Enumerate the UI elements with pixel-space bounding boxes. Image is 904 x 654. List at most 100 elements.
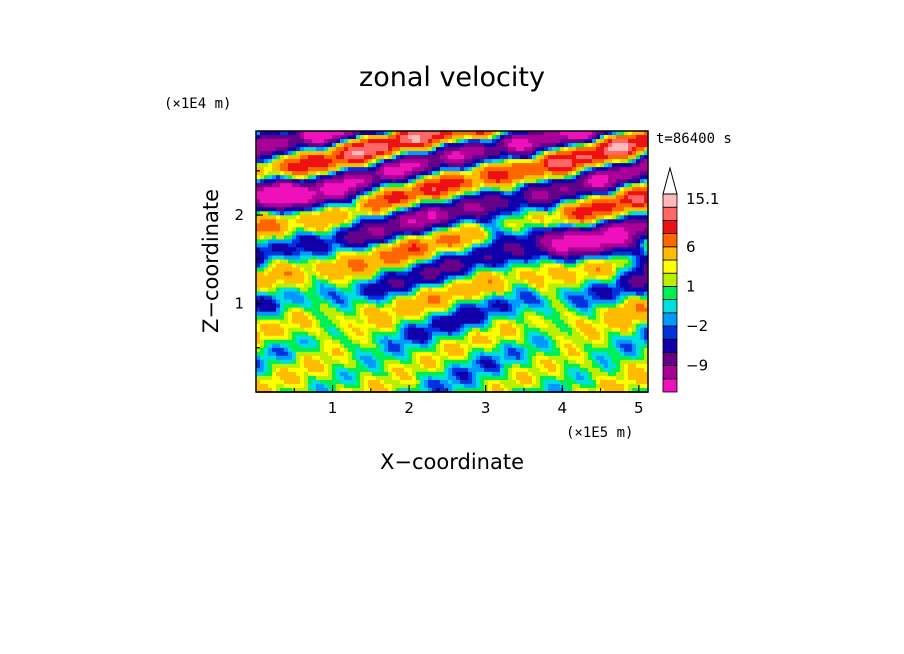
field-cell	[480, 319, 485, 325]
field-cell	[580, 167, 585, 172]
field-cell	[328, 183, 333, 188]
field-cell	[620, 203, 625, 208]
field-cell	[568, 323, 573, 329]
field-cell	[352, 211, 357, 216]
field-cell	[512, 219, 517, 224]
field-cell	[392, 179, 397, 184]
field-cell	[628, 223, 633, 228]
field-cell	[508, 211, 513, 216]
field-cell	[356, 299, 361, 305]
field-cell	[500, 231, 505, 236]
field-cell	[308, 159, 313, 164]
field-cell	[312, 151, 317, 156]
field-cell	[444, 239, 449, 245]
field-cell	[576, 211, 581, 216]
field-cell	[492, 183, 497, 188]
field-cell	[532, 207, 537, 212]
field-cell	[444, 163, 449, 168]
field-cell	[516, 303, 521, 309]
field-cell	[432, 159, 437, 164]
field-cell	[524, 171, 529, 176]
field-cell	[468, 187, 473, 192]
field-cell	[392, 315, 397, 321]
field-cell	[636, 319, 641, 325]
field-cell	[524, 163, 529, 168]
field-cell	[440, 307, 445, 313]
field-cell	[388, 203, 393, 208]
field-cell	[452, 307, 457, 313]
field-cell	[416, 135, 421, 140]
field-cell	[448, 135, 453, 140]
field-cell	[460, 251, 465, 257]
field-cell	[588, 143, 593, 148]
field-cell	[344, 311, 349, 317]
field-cell	[372, 239, 377, 245]
field-cell	[268, 179, 273, 184]
field-cell	[256, 235, 261, 241]
field-cell	[272, 327, 277, 333]
field-cell	[556, 203, 561, 208]
field-cell	[524, 195, 529, 200]
field-cell	[392, 207, 397, 212]
field-cell	[300, 259, 305, 265]
field-cell	[632, 187, 637, 192]
field-cell	[544, 259, 549, 265]
field-cell	[364, 263, 369, 269]
field-cell	[624, 319, 629, 325]
field-cell	[356, 155, 361, 160]
field-cell	[636, 183, 641, 188]
field-cell	[416, 315, 421, 321]
field-cell	[596, 227, 601, 232]
field-cell	[500, 235, 505, 241]
field-cell	[408, 199, 413, 204]
field-cell	[328, 311, 333, 317]
field-cell	[296, 211, 301, 216]
field-cell	[264, 211, 269, 216]
field-cell	[320, 175, 325, 180]
field-cell	[272, 159, 277, 164]
field-cell	[560, 231, 565, 236]
field-cell	[460, 211, 465, 216]
field-cell	[624, 331, 629, 337]
field-cell	[600, 183, 605, 188]
field-cell	[440, 287, 445, 293]
field-cell	[384, 267, 389, 273]
field-cell	[320, 171, 325, 176]
field-cell	[636, 231, 641, 236]
field-cell	[556, 191, 561, 196]
field-cell	[484, 251, 489, 257]
field-cell	[356, 315, 361, 321]
field-cell	[340, 151, 345, 156]
field-cell	[284, 163, 289, 168]
field-cell	[452, 187, 457, 192]
field-cell	[348, 247, 353, 253]
field-cell	[276, 179, 281, 184]
field-cell	[640, 203, 645, 208]
field-cell	[368, 295, 373, 301]
field-cell	[456, 171, 461, 176]
field-cell	[644, 183, 648, 188]
field-cell	[304, 215, 309, 220]
field-cell	[432, 255, 437, 261]
field-cell	[288, 143, 293, 148]
field-cell	[500, 283, 505, 289]
field-cell	[292, 299, 297, 305]
field-cell	[348, 307, 353, 313]
field-cell	[456, 211, 461, 216]
field-cell	[304, 183, 309, 188]
field-cell	[396, 267, 401, 273]
field-cell	[300, 327, 305, 333]
field-cell	[448, 207, 453, 212]
field-cell	[376, 307, 381, 313]
field-cell	[576, 235, 581, 241]
field-cell	[260, 267, 265, 273]
field-cell	[296, 135, 301, 140]
field-cell	[444, 251, 449, 257]
field-cell	[288, 135, 293, 140]
field-cell	[352, 203, 357, 208]
field-cell	[456, 199, 461, 204]
field-cell	[328, 167, 333, 172]
field-cell	[492, 331, 497, 337]
field-cell	[572, 299, 577, 305]
field-cell	[468, 283, 473, 289]
